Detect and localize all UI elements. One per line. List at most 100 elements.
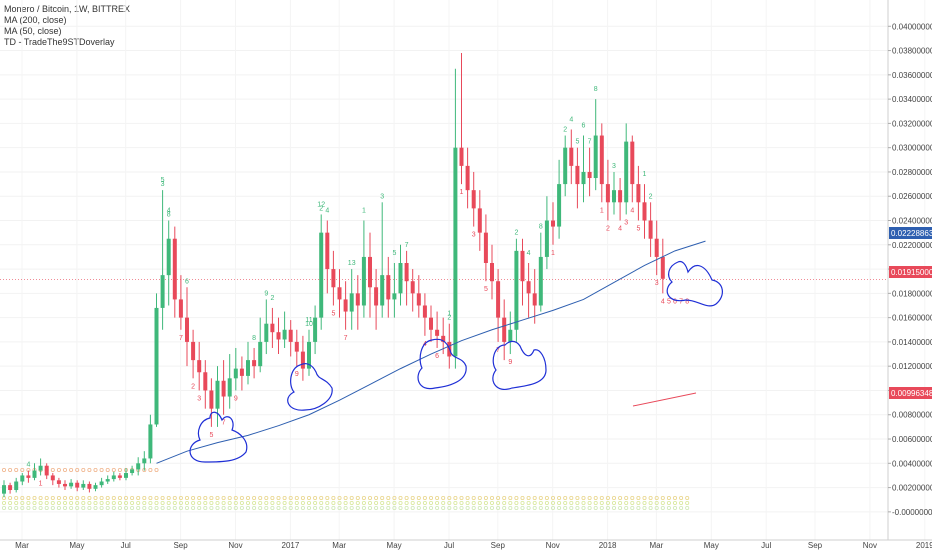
td-dot bbox=[599, 500, 604, 505]
candle-body bbox=[654, 238, 659, 257]
td-dot bbox=[660, 495, 665, 500]
td-dot bbox=[569, 495, 574, 500]
td-dot bbox=[392, 495, 397, 500]
td-dot bbox=[361, 505, 366, 510]
td-dot bbox=[148, 495, 153, 500]
td-dot bbox=[178, 495, 183, 500]
td-dot bbox=[148, 467, 153, 472]
td-dot bbox=[2, 505, 7, 510]
td-dot bbox=[483, 495, 488, 500]
td-dot bbox=[111, 505, 116, 510]
x-tick-label: Nov bbox=[863, 541, 877, 550]
candle-body bbox=[69, 482, 74, 487]
td-dot bbox=[386, 500, 391, 505]
td-count: 4 bbox=[618, 226, 622, 233]
td-dot bbox=[428, 500, 433, 505]
x-tick-label: May bbox=[69, 541, 84, 550]
td-dot bbox=[154, 500, 159, 505]
candle-body bbox=[288, 329, 293, 342]
y-tick-label: 0.03400000 bbox=[892, 95, 932, 104]
td-dot bbox=[575, 505, 580, 510]
candle-body bbox=[313, 317, 318, 342]
td-dot bbox=[349, 495, 354, 500]
candle-body bbox=[465, 165, 470, 191]
candle-body bbox=[264, 323, 269, 342]
td-count: 7 bbox=[179, 335, 183, 342]
td-dot bbox=[300, 495, 305, 500]
td-dot bbox=[252, 505, 257, 510]
td-dot bbox=[422, 495, 427, 500]
td-count: 11 bbox=[305, 317, 312, 324]
candle-body bbox=[490, 263, 494, 282]
td-dot bbox=[343, 505, 348, 510]
td-count: 3 bbox=[197, 395, 201, 402]
candle-body bbox=[612, 190, 616, 203]
candle-body bbox=[87, 483, 92, 489]
candle-body bbox=[142, 458, 147, 464]
td-dot bbox=[245, 500, 250, 505]
td-dot bbox=[392, 505, 397, 510]
candle-body bbox=[361, 256, 366, 306]
td-count: 2 bbox=[606, 226, 610, 233]
td-dot bbox=[331, 495, 336, 500]
td-dot bbox=[471, 495, 476, 500]
td-dot bbox=[130, 500, 135, 505]
td-dot bbox=[380, 505, 385, 510]
td-dot bbox=[239, 505, 244, 510]
candle-body bbox=[227, 378, 232, 397]
td-dot bbox=[551, 500, 556, 505]
td-dot bbox=[447, 500, 452, 505]
x-tick-label: Mar bbox=[332, 541, 346, 550]
td-dot bbox=[264, 495, 269, 500]
x-tick-label: Sep bbox=[491, 541, 506, 550]
td-count: 6 bbox=[673, 298, 677, 305]
td-dot bbox=[288, 505, 293, 510]
td-dot bbox=[99, 505, 104, 510]
td-dot bbox=[69, 505, 74, 510]
candle-body bbox=[483, 232, 488, 263]
td-dot bbox=[264, 505, 269, 510]
td-count: 5 bbox=[667, 298, 671, 305]
trend-line bbox=[632, 392, 697, 407]
candle-body bbox=[526, 281, 531, 294]
td-dot bbox=[191, 495, 196, 500]
td-dot bbox=[160, 500, 165, 505]
td-count: 3 bbox=[624, 219, 628, 226]
td-count: 5 bbox=[636, 226, 640, 233]
td-dot bbox=[673, 495, 678, 500]
candle-body bbox=[441, 335, 446, 342]
td-dot bbox=[612, 500, 617, 505]
td-dot bbox=[587, 505, 592, 510]
td-dot bbox=[276, 505, 281, 510]
candle-body bbox=[124, 473, 128, 478]
td-dot bbox=[38, 505, 43, 510]
td-dot bbox=[361, 500, 366, 505]
td-count: 9 bbox=[295, 371, 299, 378]
td-count: 4 bbox=[527, 250, 531, 257]
td-count: 3 bbox=[612, 163, 616, 170]
td-dot bbox=[50, 500, 55, 505]
td-dot bbox=[215, 495, 220, 500]
td-dot bbox=[666, 500, 671, 505]
candle-body bbox=[56, 480, 61, 484]
x-tick-label: Sep bbox=[808, 541, 823, 550]
td-dot bbox=[2, 500, 7, 505]
td-dot bbox=[453, 500, 458, 505]
grid bbox=[0, 0, 926, 540]
td-dot bbox=[184, 505, 189, 510]
td-dot bbox=[245, 505, 250, 510]
candle-body bbox=[148, 424, 153, 459]
td-dot bbox=[471, 500, 476, 505]
y-tick-label: 0.00200000 bbox=[892, 484, 932, 493]
candle-body bbox=[514, 250, 519, 330]
td-dot bbox=[685, 505, 690, 510]
td-dot bbox=[367, 505, 372, 510]
td-dot bbox=[648, 505, 653, 510]
td-dot bbox=[38, 495, 43, 500]
td-dot bbox=[81, 495, 86, 500]
candle-body bbox=[300, 351, 305, 369]
td-count: 12 bbox=[317, 201, 325, 208]
td-dot bbox=[526, 495, 531, 500]
